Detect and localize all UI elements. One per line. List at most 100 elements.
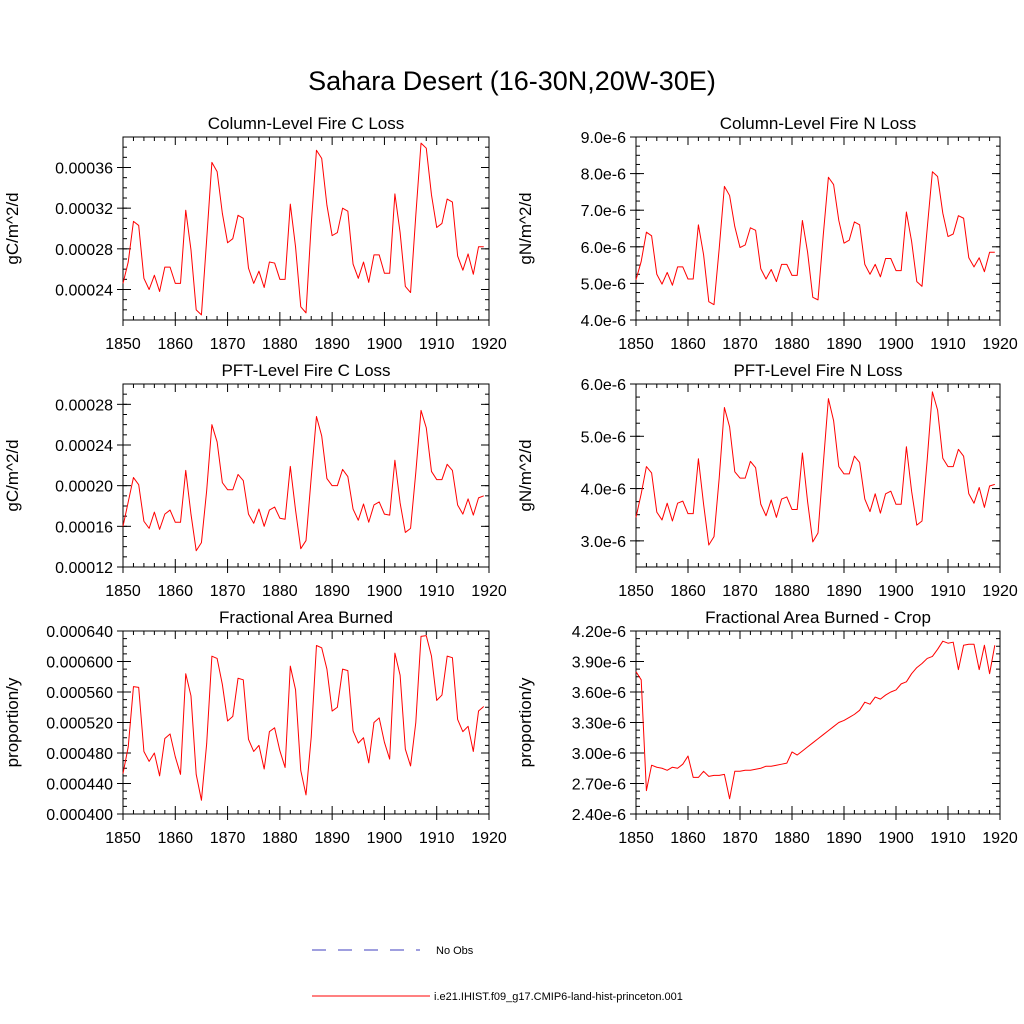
x-tick-label: 1880 <box>262 583 298 600</box>
series-line-1 <box>122 142 484 316</box>
x-tick-label: 1870 <box>210 583 246 600</box>
panel-title: Fractional Area Burned - Crop <box>705 608 931 627</box>
x-tick-label: 1910 <box>419 830 455 847</box>
y-tick-label: 5.0e-6 <box>581 276 626 293</box>
figure-title: Sahara Desert (16-30N,20W-30E) <box>308 66 716 96</box>
x-tick-label: 1920 <box>982 336 1018 353</box>
x-tick-label: 1900 <box>367 336 403 353</box>
plot-frame <box>122 630 490 815</box>
x-tick-label: 1870 <box>722 583 758 600</box>
y-tick-label: 3.60e-6 <box>572 685 626 702</box>
chart-panel-5: Fractional Area Burned proportion/y 1850 18… <box>3 608 507 847</box>
y-tick-label: 6.0e-6 <box>581 377 626 394</box>
y-tick-label: 0.00024 <box>55 438 113 455</box>
x-tick-label: 1860 <box>157 830 193 847</box>
y-tick-label: 2.40e-6 <box>572 807 626 824</box>
y-tick-label: 0.00012 <box>55 560 113 577</box>
x-tick-label: 1880 <box>262 336 298 353</box>
x-tick-label: 1850 <box>105 830 141 847</box>
plot-frame <box>635 383 1001 568</box>
y-tick-label: 0.00016 <box>55 519 113 536</box>
y-tick-label: 2.70e-6 <box>572 777 626 794</box>
y-tick-label: 3.90e-6 <box>572 655 626 672</box>
x-tick-label: 1910 <box>419 583 455 600</box>
y-tick-label: 0.000520 <box>46 716 113 733</box>
x-tick-label: 1890 <box>826 583 862 600</box>
x-tick-label: 1850 <box>618 830 654 847</box>
y-tick-label: 5.0e-6 <box>581 429 626 446</box>
y-tick-label: 3.00e-6 <box>572 746 626 763</box>
y-tick-label: 6.0e-6 <box>581 240 626 257</box>
y-tick-label: 0.00020 <box>55 479 113 496</box>
series-line-1 <box>635 640 996 800</box>
x-tick-label: 1920 <box>471 336 507 353</box>
x-tick-label: 1910 <box>419 336 455 353</box>
chart-panel-6: Fractional Area Burned - Crop proportion/… <box>516 608 1018 847</box>
x-tick-label: 1870 <box>210 336 246 353</box>
y-tick-label: 8.0e-6 <box>581 167 626 184</box>
x-tick-label: 1910 <box>930 583 966 600</box>
y-tick-label: 0.000480 <box>46 746 113 763</box>
x-tick-label: 1870 <box>722 830 758 847</box>
chart-panel-1: Column-Level Fire C Loss gC/m^2/d 1850 1860… <box>3 114 507 353</box>
x-tick-label: 1920 <box>471 583 507 600</box>
y-axis-label: gC/m^2/d <box>3 192 22 264</box>
series-line-1 <box>122 409 484 552</box>
y-tick-label: 0.00024 <box>55 283 113 300</box>
x-tick-label: 1890 <box>314 583 350 600</box>
y-tick-label: 0.00028 <box>55 397 113 414</box>
x-tick-label: 1900 <box>878 830 914 847</box>
x-tick-label: 1860 <box>670 830 706 847</box>
series-line-1 <box>635 171 995 306</box>
x-tick-label: 1900 <box>878 583 914 600</box>
x-tick-label: 1880 <box>774 583 810 600</box>
legend: No Obs i.e21.IHIST.f09_g17.CMIP6-land-hi… <box>312 945 683 1003</box>
y-axis-label: gN/m^2/d <box>516 439 535 511</box>
y-tick-label: 0.00028 <box>55 242 113 259</box>
y-tick-label: 3.30e-6 <box>572 716 626 733</box>
y-tick-label: 4.0e-6 <box>581 482 626 499</box>
panel-title: PFT-Level Fire N Loss <box>733 361 902 380</box>
x-tick-label: 1920 <box>982 830 1018 847</box>
y-tick-label: 0.00036 <box>55 161 113 178</box>
panel-title: Fractional Area Burned <box>219 608 393 627</box>
x-tick-label: 1860 <box>670 336 706 353</box>
legend-obs-label: No Obs <box>436 945 474 957</box>
y-tick-label: 0.000640 <box>46 624 113 641</box>
legend-model-label: i.e21.IHIST.f09_g17.CMIP6-land-hist-prin… <box>434 991 683 1003</box>
x-tick-label: 1900 <box>367 583 403 600</box>
x-tick-label: 1880 <box>262 830 298 847</box>
x-tick-label: 1920 <box>982 583 1018 600</box>
y-tick-label: 0.000440 <box>46 777 113 794</box>
x-tick-label: 1910 <box>930 336 966 353</box>
plot-frame <box>635 630 1001 815</box>
x-tick-label: 1850 <box>618 336 654 353</box>
x-tick-label: 1910 <box>930 830 966 847</box>
y-tick-label: 4.0e-6 <box>581 313 626 330</box>
x-tick-label: 1850 <box>618 583 654 600</box>
x-tick-label: 1860 <box>157 583 193 600</box>
x-tick-label: 1900 <box>878 336 914 353</box>
x-tick-label: 1870 <box>210 830 246 847</box>
y-tick-label: 7.0e-6 <box>581 203 626 220</box>
x-tick-label: 1890 <box>826 336 862 353</box>
x-tick-label: 1860 <box>157 336 193 353</box>
chart-panel-2: Column-Level Fire N Loss gN/m^2/d 1850 1860… <box>516 114 1018 353</box>
y-tick-label: 0.00032 <box>55 201 113 218</box>
chart-panel-3: PFT-Level Fire C Loss gC/m^2/d 1850 1860 187… <box>3 361 507 600</box>
x-tick-label: 1890 <box>314 336 350 353</box>
chart-panel-4: PFT-Level Fire N Loss gN/m^2/d 1850 1860 187… <box>516 361 1018 600</box>
y-axis-label: gN/m^2/d <box>516 192 535 264</box>
y-axis-label: proportion/y <box>516 677 535 767</box>
x-tick-label: 1850 <box>105 583 141 600</box>
y-tick-label: 0.000560 <box>46 685 113 702</box>
plot-frame <box>122 136 490 321</box>
x-tick-label: 1890 <box>826 830 862 847</box>
y-tick-label: 9.0e-6 <box>581 130 626 147</box>
x-tick-label: 1870 <box>722 336 758 353</box>
x-tick-label: 1850 <box>105 336 141 353</box>
x-tick-label: 1880 <box>774 830 810 847</box>
chart-panels: Column-Level Fire C Loss gC/m^2/d 1850 1860… <box>3 114 1018 847</box>
y-tick-label: 0.000400 <box>46 807 113 824</box>
